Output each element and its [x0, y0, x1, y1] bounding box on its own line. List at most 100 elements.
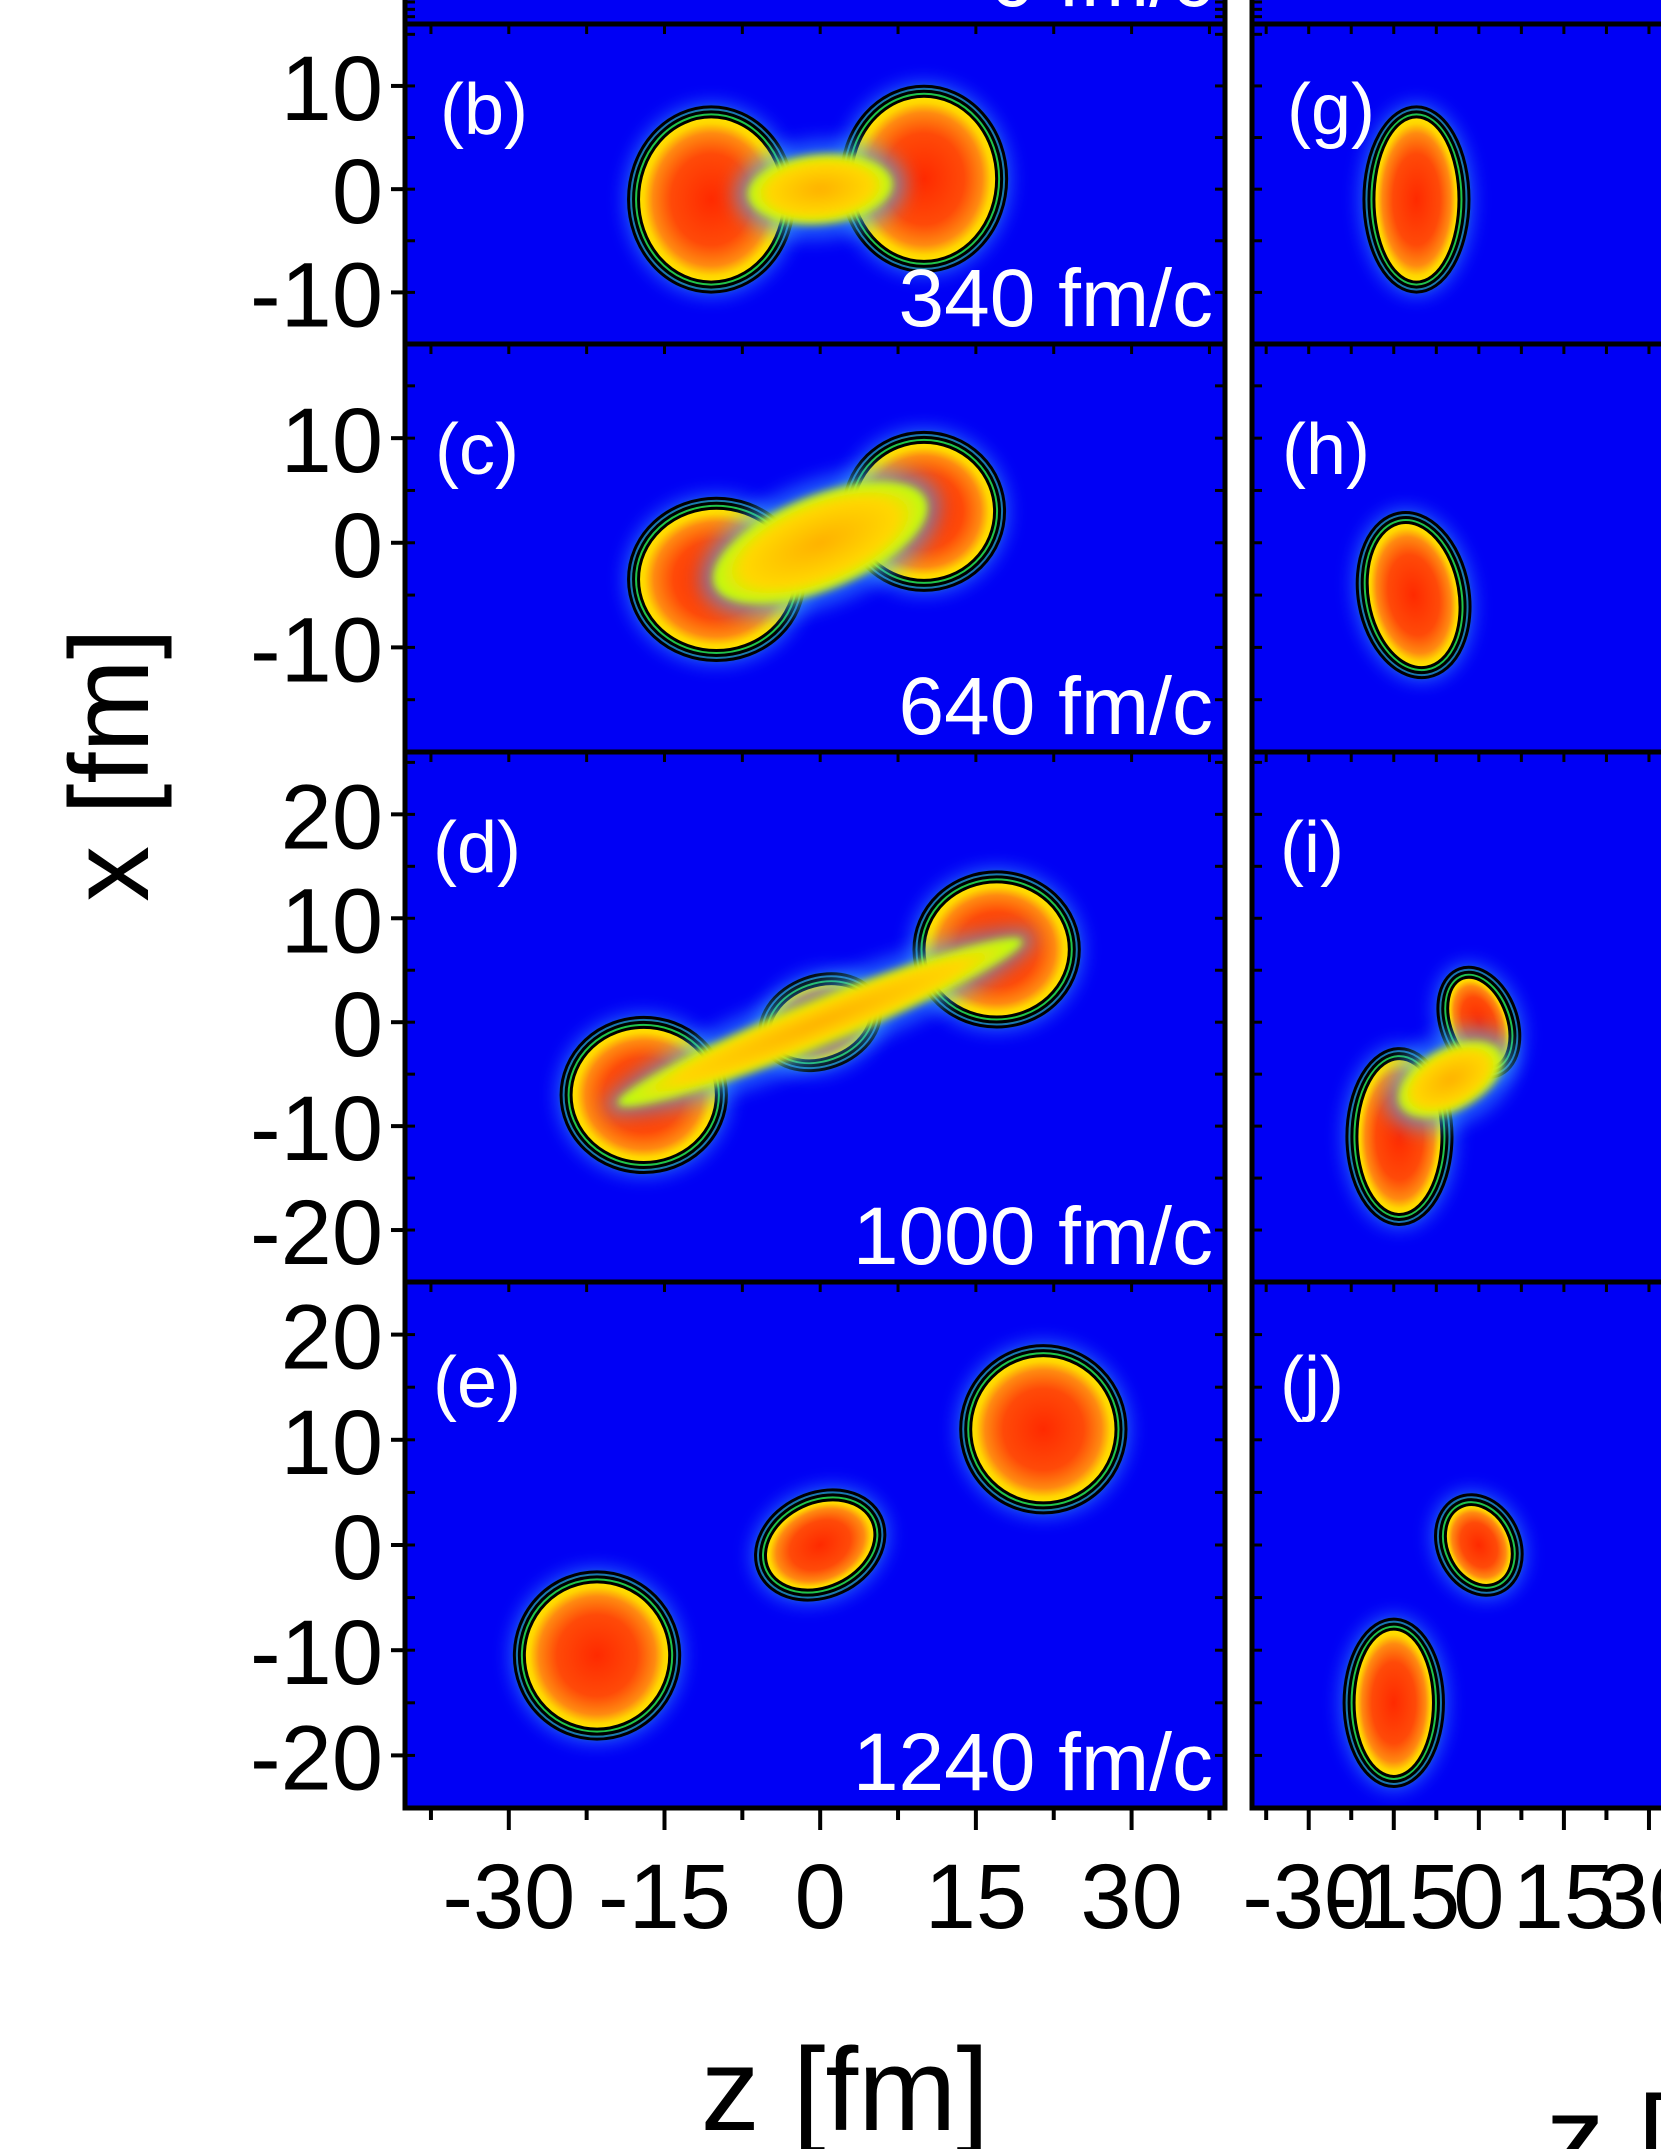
y-tick-label: 10: [281, 390, 383, 492]
density-group: [1342, 963, 1524, 1229]
panel-label: (c): [435, 410, 519, 490]
panel-background: [405, 0, 1225, 24]
x-tick-label: 0: [795, 1846, 846, 1948]
density-fragment: [1367, 522, 1461, 668]
y-tick-label: -10: [250, 599, 383, 701]
panel-time-label: 1240 fm/c: [853, 1717, 1213, 1808]
panel-time-label: 640 fm/c: [899, 661, 1213, 752]
density-group: [1353, 508, 1475, 682]
density-group: [624, 428, 1009, 665]
panel-time-label: 340 fm/c: [899, 253, 1213, 344]
panel-label: (d): [433, 808, 521, 888]
panel-a: 0 fm/c: [402, 0, 1228, 27]
panel-i: (i): [1249, 749, 1661, 1285]
x-tick-label: 15: [925, 1846, 1027, 1948]
density-group: [624, 82, 1011, 297]
y-tick-label: 10: [281, 1392, 383, 1494]
y-tick-label: 0: [332, 1497, 383, 1599]
density-fragment: [1373, 116, 1459, 283]
density-contour: [1352, 1627, 1435, 1778]
panel-h: (h): [1249, 341, 1661, 755]
density-fragment: [1445, 1504, 1513, 1586]
x-tick-label: -30: [442, 1846, 575, 1948]
density-contour: [1438, 1498, 1519, 1592]
x-tick-label: -30: [1242, 1846, 1375, 1948]
panel-label: (h): [1282, 410, 1370, 490]
density-contour: [1365, 521, 1462, 670]
density-contour: [1342, 1617, 1445, 1788]
panel-label: (g): [1287, 70, 1375, 150]
density-contour: [763, 1498, 877, 1592]
panel-g: (g): [1249, 21, 1661, 347]
density-contour: [522, 1580, 672, 1731]
x-tick-label: 30: [1598, 1846, 1661, 1948]
y-tick-label: 0: [332, 141, 383, 243]
density-group: [1359, 102, 1473, 297]
density-neck: [712, 481, 928, 604]
density-group: [1340, 1490, 1527, 1791]
x-tick-label: -15: [1327, 1846, 1460, 1948]
density-neck: [747, 153, 893, 225]
x-tick-label: -15: [598, 1846, 731, 1948]
density-contour: [517, 1575, 677, 1736]
density-group: [557, 867, 1084, 1177]
density-contour: [1367, 110, 1466, 289]
density-contour: [1347, 1622, 1440, 1783]
x-tick-label: 30: [1080, 1846, 1182, 1948]
density-neck: [1398, 1041, 1503, 1118]
density-contour: [1355, 1057, 1444, 1216]
density-fragment: [1354, 1629, 1434, 1777]
x-tick-label: 15: [1513, 1846, 1615, 1948]
panel-time-label: 0 fm/c: [990, 0, 1213, 24]
density-contour: [964, 1349, 1123, 1510]
y-tick-label: -10: [250, 244, 383, 346]
density-contour: [1360, 516, 1467, 675]
density-contour: [1433, 1493, 1524, 1597]
density-fragment: [638, 116, 784, 283]
y-tick-label: 10: [281, 38, 383, 140]
density-contour: [1443, 1503, 1514, 1587]
y-tick-label: 10: [281, 870, 383, 972]
x-tick-label: 0: [1453, 1846, 1504, 1948]
y-tick-label: -20: [250, 1182, 383, 1284]
x-axis-label: z [fm]: [701, 2024, 989, 2149]
panel-label: (i): [1280, 808, 1344, 888]
y-tick-label: 20: [281, 766, 383, 868]
density-fragment: [851, 96, 997, 262]
panel-label: (b): [440, 70, 528, 150]
panel-time-label: 1000 fm/c: [853, 1191, 1213, 1282]
density-fragment: [970, 1355, 1117, 1503]
density-contour: [1350, 1052, 1449, 1221]
density-contour: [912, 870, 1081, 1029]
density-fragment: [524, 1581, 670, 1730]
density-contour: [959, 1344, 1128, 1515]
y-tick-label: 0: [332, 495, 383, 597]
density-contour: [1355, 511, 1472, 680]
panel-label: (e): [433, 1343, 521, 1423]
panel-background: [1252, 0, 1661, 24]
density-neck: [617, 937, 1023, 1107]
density-contour: [1372, 115, 1461, 284]
density-contour: [759, 1493, 882, 1597]
panel-f: [1249, 0, 1661, 27]
panel-c: 100-10 (c) 640 fm/c: [250, 341, 1228, 755]
y-axis-label: x [fm]: [47, 628, 172, 902]
x-axis-label-right: z [fm]: [1546, 2072, 1661, 2149]
y-tick-label: -20: [250, 1707, 383, 1809]
density-contour: [512, 1570, 682, 1741]
panel-label: (j): [1280, 1343, 1344, 1423]
density-group: [510, 1341, 1131, 1744]
density-contour: [754, 1488, 887, 1602]
panel-b: 100-10 (b) 340 fm/c: [250, 21, 1228, 347]
y-tick-label: -10: [250, 1078, 383, 1180]
density-contour: [969, 1354, 1118, 1505]
y-tick-label: -10: [250, 1602, 383, 1704]
density-fragment: [765, 1499, 875, 1591]
y-tick-label: 20: [281, 1287, 383, 1389]
density-contour: [1362, 105, 1471, 294]
y-tick-label: 0: [332, 974, 383, 1076]
